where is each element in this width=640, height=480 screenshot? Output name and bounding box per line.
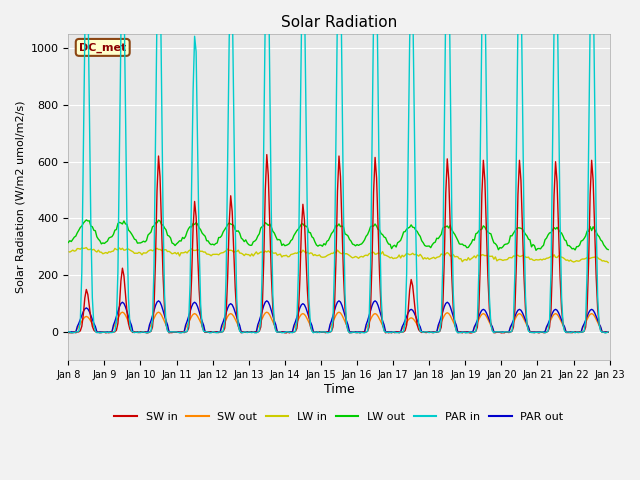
Y-axis label: Solar Radiation (W/m2 umol/m2/s): Solar Radiation (W/m2 umol/m2/s) — [15, 101, 25, 293]
Text: DC_met: DC_met — [79, 42, 126, 52]
Legend: SW in, SW out, LW in, LW out, PAR in, PAR out: SW in, SW out, LW in, LW out, PAR in, PA… — [110, 408, 568, 427]
Title: Solar Radiation: Solar Radiation — [281, 15, 397, 30]
X-axis label: Time: Time — [324, 383, 355, 396]
